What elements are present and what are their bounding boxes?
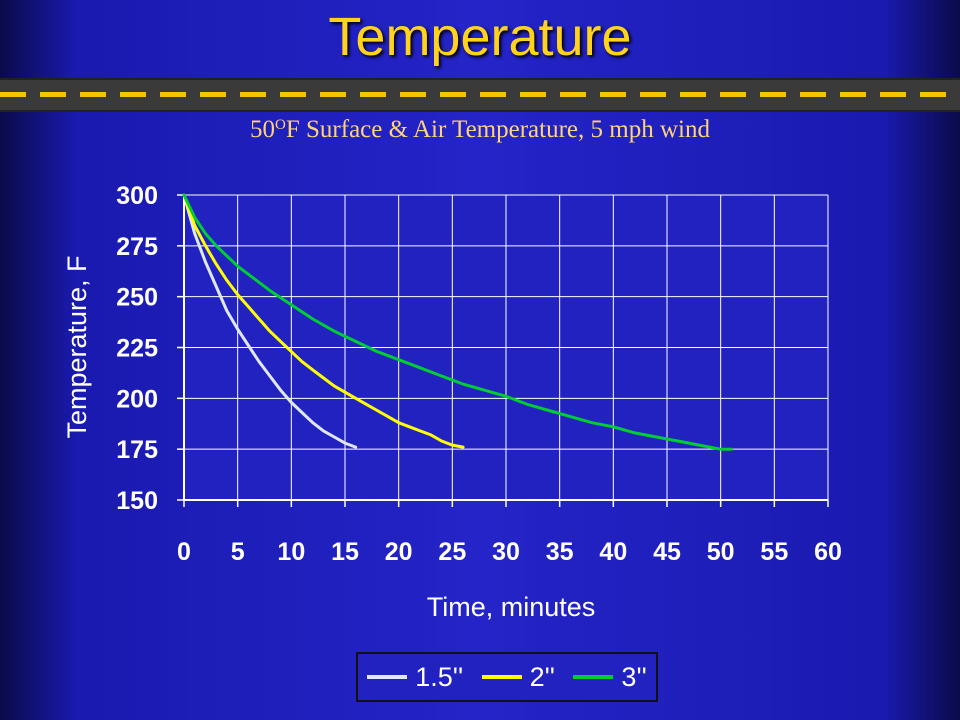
x-tick-label: 5 — [231, 538, 245, 566]
x-tick-label: 60 — [814, 538, 842, 566]
y-tick-label: 300 — [116, 182, 158, 210]
chart-title-prefix: 50 — [250, 116, 276, 143]
x-tick-label: 30 — [492, 538, 520, 566]
y-tick-label: 275 — [116, 233, 158, 261]
legend-item-3: 3'' — [573, 661, 647, 693]
slide-title: Temperature — [328, 7, 632, 67]
chart-title-rest: F Surface & Air Temperature, 5 mph wind — [285, 116, 710, 143]
y-tick-label: 225 — [116, 335, 158, 363]
x-tick-label: 15 — [331, 538, 359, 566]
y-tick-label: 150 — [116, 487, 158, 515]
legend: 1.5'' 2'' 3'' — [356, 652, 658, 702]
y-tick-label: 200 — [116, 385, 158, 413]
series-lines — [182, 193, 733, 451]
x-axis-title: Time, minutes — [427, 592, 596, 622]
x-tick-label: 20 — [385, 538, 413, 566]
x-tick-label: 50 — [707, 538, 735, 566]
x-tick-label: 45 — [653, 538, 681, 566]
axes — [177, 194, 829, 507]
y-axis-title: Temperature, F — [62, 255, 92, 438]
legend-swatch — [481, 675, 522, 679]
series-line-3 — [182, 193, 733, 451]
legend-swatch — [573, 675, 614, 679]
legend-label: 1.5'' — [415, 661, 464, 692]
road-stripe-divider — [0, 78, 960, 112]
legend-item-2: 2'' — [481, 661, 555, 693]
legend-label: 3'' — [621, 661, 647, 692]
chart-title-degree: O — [275, 117, 286, 133]
legend-swatch — [367, 675, 408, 679]
x-tick-label: 25 — [438, 538, 466, 566]
x-tick-label: 40 — [599, 538, 627, 566]
series-line-1 — [182, 193, 358, 449]
legend-label: 2'' — [529, 661, 555, 692]
x-tick-label: 55 — [760, 538, 788, 566]
y-tick-label: 250 — [116, 284, 158, 312]
chart-title: 50OF Surface & Air Temperature, 5 mph wi… — [0, 116, 960, 144]
y-tick-label: 175 — [116, 436, 158, 464]
x-tick-label: 10 — [277, 538, 305, 566]
series-line-2 — [182, 193, 465, 449]
legend-item-1: 1.5'' — [367, 662, 463, 693]
tick-labels: 0 5 10 15 20 25 30 35 40 45 50 55 60 150 175 200 225 250 2… — [116, 182, 842, 566]
x-tick-label: 35 — [546, 538, 574, 566]
x-tick-label: 0 — [177, 538, 191, 566]
road-dash-line — [0, 92, 960, 97]
